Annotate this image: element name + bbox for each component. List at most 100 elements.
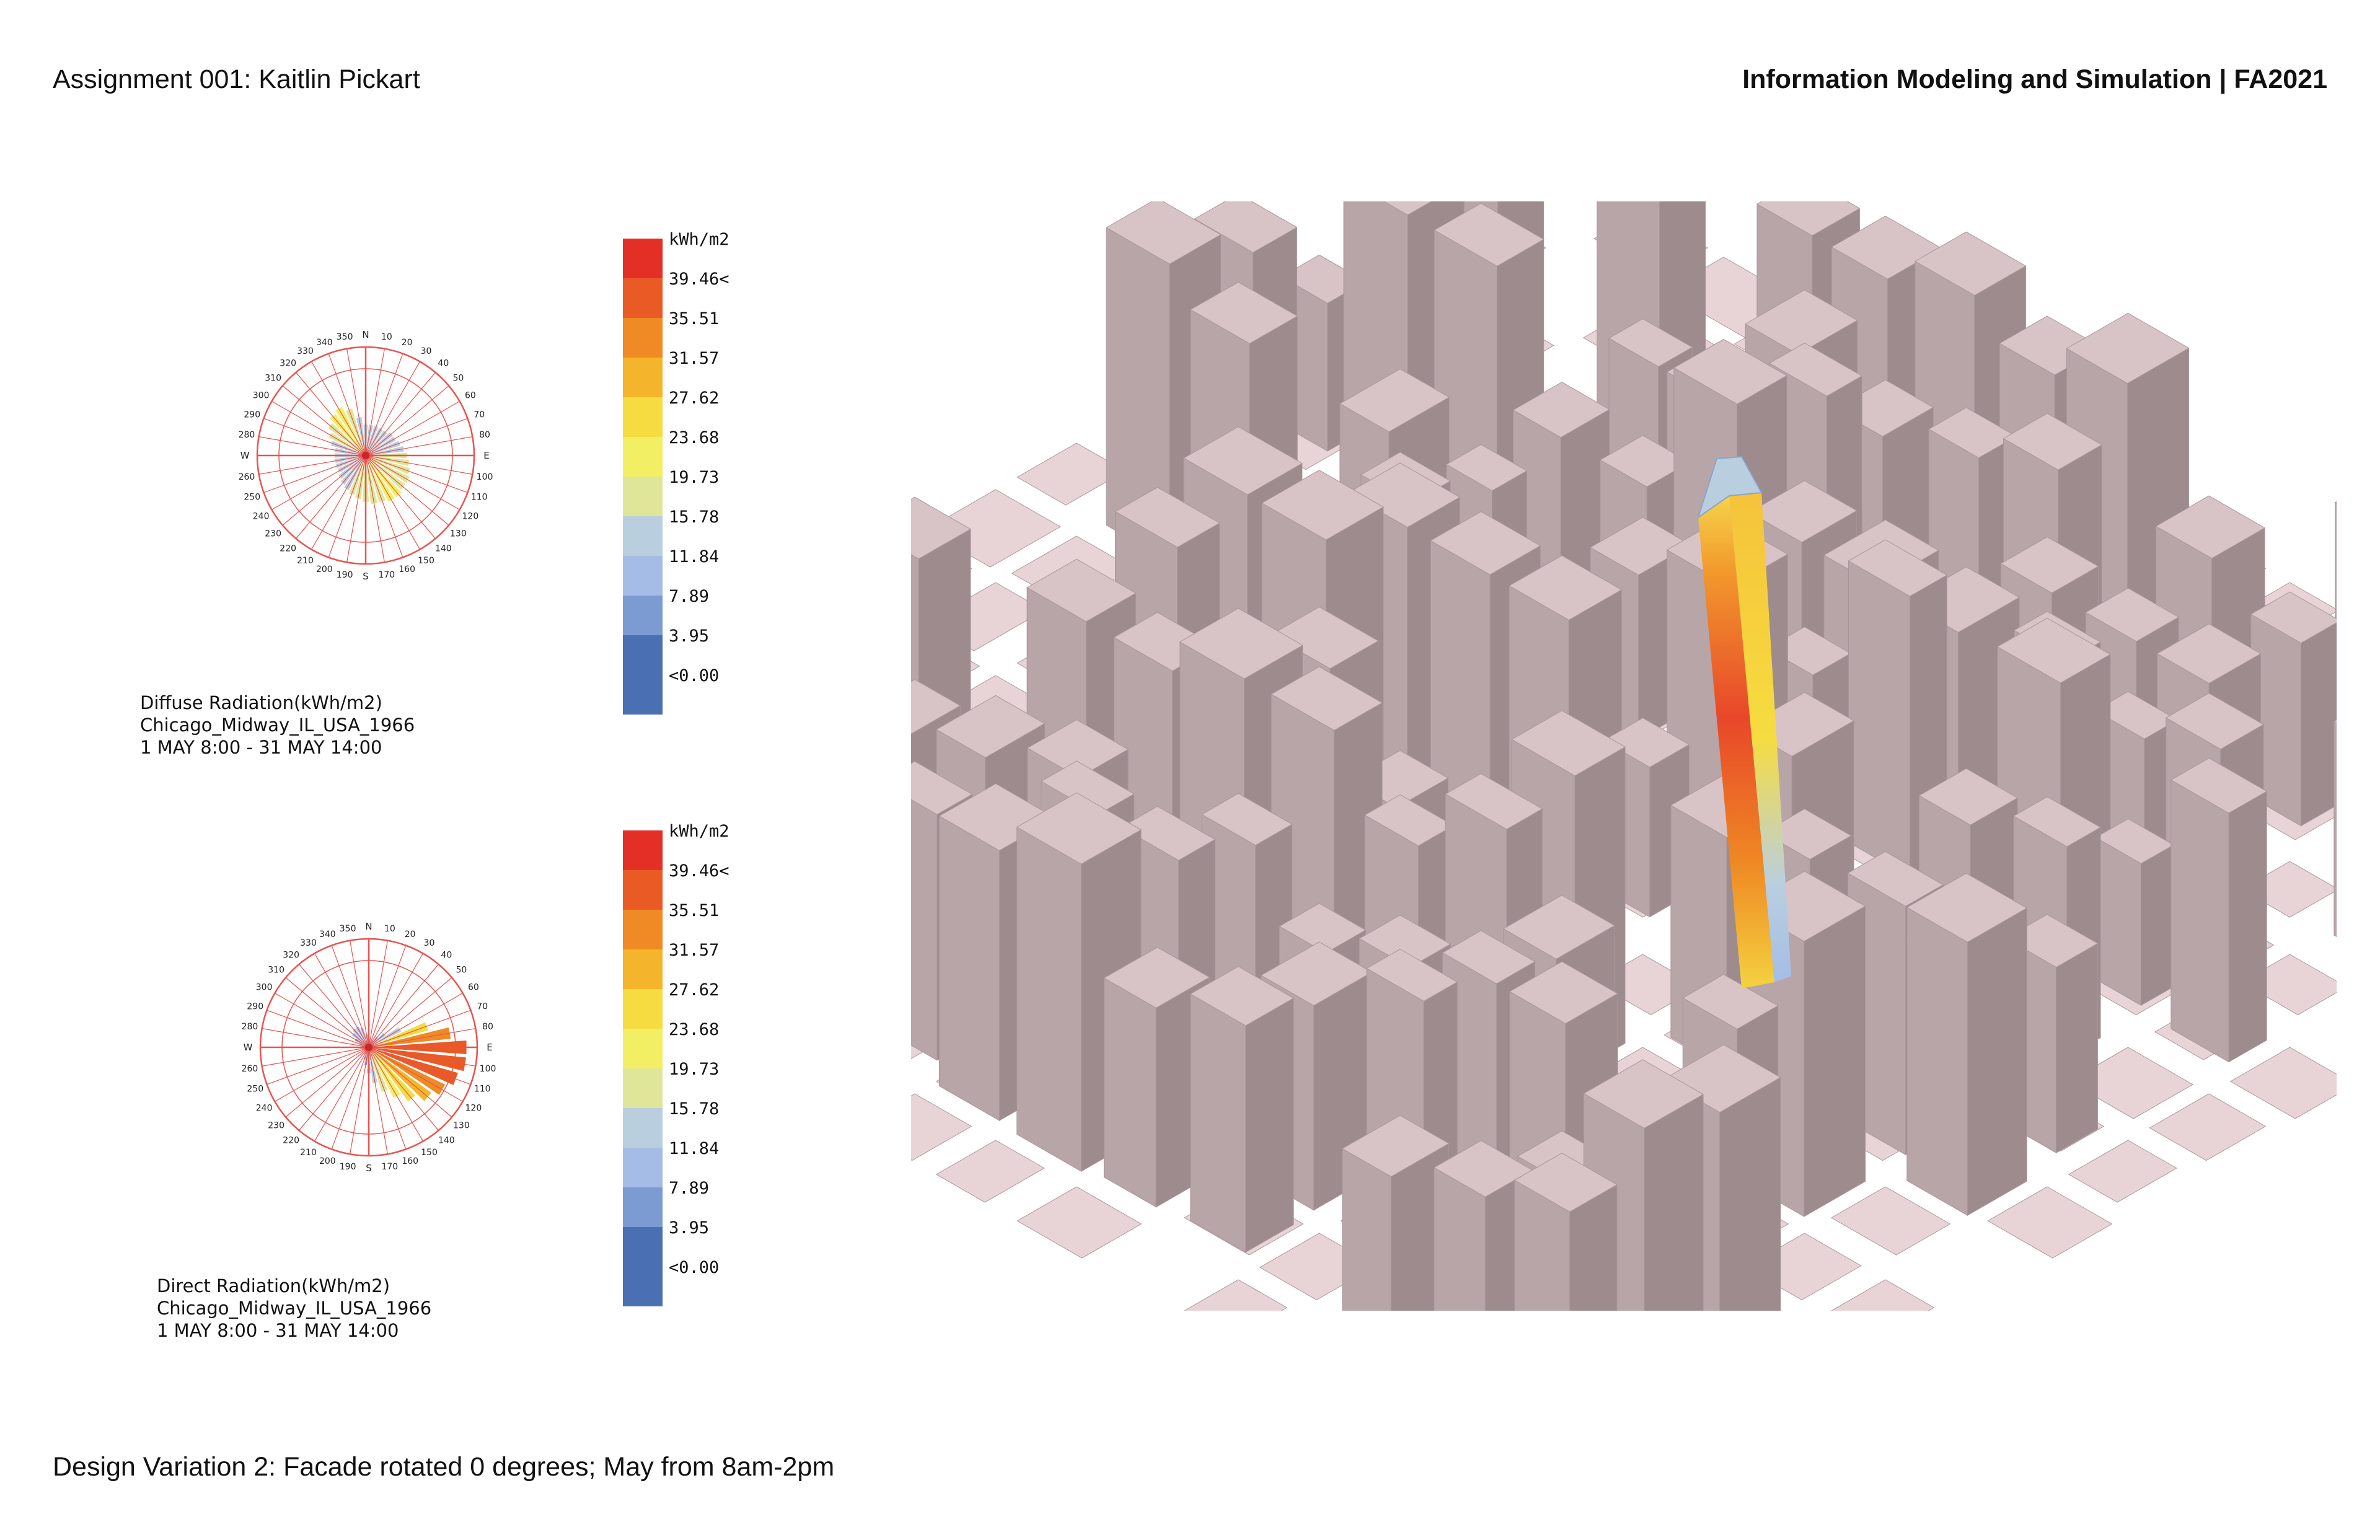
caption-location: Chicago_Midway_IL_USA_1966 <box>157 1298 432 1319</box>
rose-petal <box>335 447 366 455</box>
building-face <box>1342 1148 1391 1311</box>
rose-center <box>365 1044 372 1051</box>
rose-spoke <box>331 945 369 1048</box>
rose-degree-label: 290 <box>247 1001 263 1011</box>
rose-degree-label: 290 <box>244 410 260 420</box>
rose-spoke <box>368 977 452 1048</box>
rose-degree-label: 80 <box>482 1022 493 1032</box>
rose-spoke <box>311 455 366 550</box>
building-face <box>1103 977 1157 1208</box>
rose-petal <box>366 425 374 455</box>
building-roof <box>1114 486 1220 548</box>
building-roof <box>2165 692 2264 750</box>
building-face <box>1804 905 1866 1217</box>
rose-petal <box>336 455 366 469</box>
building-roof <box>1442 930 1536 984</box>
building-roof <box>911 496 971 560</box>
rose-degree-label: 50 <box>456 966 467 975</box>
rose-degree-label: 190 <box>337 570 353 580</box>
rose-spoke <box>346 348 366 456</box>
diffuse-radiation-caption: Diffuse Radiation(kWh/m2) Chicago_Midway… <box>140 692 415 759</box>
building-roof <box>2095 818 2174 865</box>
building-roof <box>1120 806 1216 861</box>
rose-spoke <box>365 455 460 511</box>
rose-petal <box>335 455 366 464</box>
legend-entry: 15.78 <box>623 508 719 556</box>
building-roof <box>1270 606 1379 669</box>
building-footprint <box>935 1140 1045 1203</box>
rose-petal <box>335 407 366 455</box>
legend-entry: 7.89 <box>623 1179 709 1227</box>
building-roof <box>2012 796 2102 847</box>
rose-degree-label: 40 <box>438 359 449 369</box>
building-footprint <box>2229 1047 2337 1119</box>
rose-spoke <box>263 418 366 456</box>
assignment-title: Assignment 001: Kaitlin Pickart <box>53 64 420 94</box>
rose-degree-label: 170 <box>381 1162 398 1172</box>
rose-degree-label: 10 <box>381 332 392 342</box>
legend-entry: 27.62 <box>623 980 719 1029</box>
building-face <box>2171 779 2229 1063</box>
rose-spoke <box>296 372 366 456</box>
rose-spoke <box>267 1047 369 1085</box>
rose-spoke <box>275 992 369 1048</box>
rose-degree-label: 210 <box>297 556 314 566</box>
rose-degree-label: 60 <box>468 983 479 993</box>
rose-cardinal-label: N <box>365 921 372 932</box>
building-face <box>1906 907 1968 1216</box>
building-face <box>2334 721 2337 938</box>
caption-period: 1 MAY 8:00 - 31 MAY 14:00 <box>157 1320 399 1341</box>
rose-petal <box>366 455 378 504</box>
rose-spoke <box>258 436 366 456</box>
building-roof <box>1339 368 1450 433</box>
rose-spoke <box>271 455 366 511</box>
building-roof <box>1512 382 1610 438</box>
rose-degree-label: 100 <box>477 472 493 482</box>
rose-spoke <box>285 977 369 1048</box>
rose-spoke <box>267 1010 369 1048</box>
rose-degree-label: 150 <box>421 1148 438 1158</box>
rose-spoke <box>368 1047 471 1085</box>
building-face <box>1016 826 1082 1172</box>
building-face <box>1190 993 1246 1253</box>
building-face <box>911 799 938 1061</box>
rose-spoke <box>365 455 385 563</box>
rose-spoke <box>365 361 421 456</box>
building-footprint <box>1183 1279 1288 1311</box>
building-roof <box>911 679 961 734</box>
building-roof <box>1602 717 1690 768</box>
rose-spoke <box>262 1028 369 1048</box>
building-roof <box>1673 338 1787 405</box>
rose-spoke <box>368 1047 439 1131</box>
building-roof <box>2333 719 2337 723</box>
building-footprint <box>911 1093 972 1161</box>
building-roof <box>1347 462 1461 528</box>
rose-spoke <box>282 385 366 456</box>
building-roof <box>1918 768 2019 825</box>
rose-degree-label: 330 <box>300 938 317 948</box>
rose-degree-label: 140 <box>438 1135 455 1145</box>
rose-spoke <box>365 385 449 456</box>
rose-degree-label: 200 <box>316 565 333 574</box>
building-roof <box>1847 851 1944 907</box>
rose-cardinal-label: E <box>483 450 489 461</box>
rose-spoke <box>365 455 468 493</box>
rose-degree-label: 120 <box>465 1104 482 1114</box>
building-face <box>1967 907 2027 1216</box>
legend-entry: 39.46< <box>623 270 729 318</box>
rose-degree-label: 190 <box>340 1162 356 1172</box>
rose-degree-label: 80 <box>479 430 490 440</box>
rose-petal <box>345 408 366 455</box>
rose-petal <box>366 455 410 483</box>
rose-petal <box>366 426 379 455</box>
building-roof <box>1509 961 1618 1024</box>
legend-entry: 31.57 <box>623 941 719 989</box>
analyzed-tower <box>1697 455 1791 988</box>
rose-degree-label: 250 <box>247 1085 263 1094</box>
rose-petal <box>369 1047 401 1099</box>
rose-degree-label: 200 <box>319 1156 336 1166</box>
rose-petal <box>366 455 410 467</box>
rose-spoke <box>368 964 439 1048</box>
legend-entry: 3.95 <box>623 627 709 675</box>
